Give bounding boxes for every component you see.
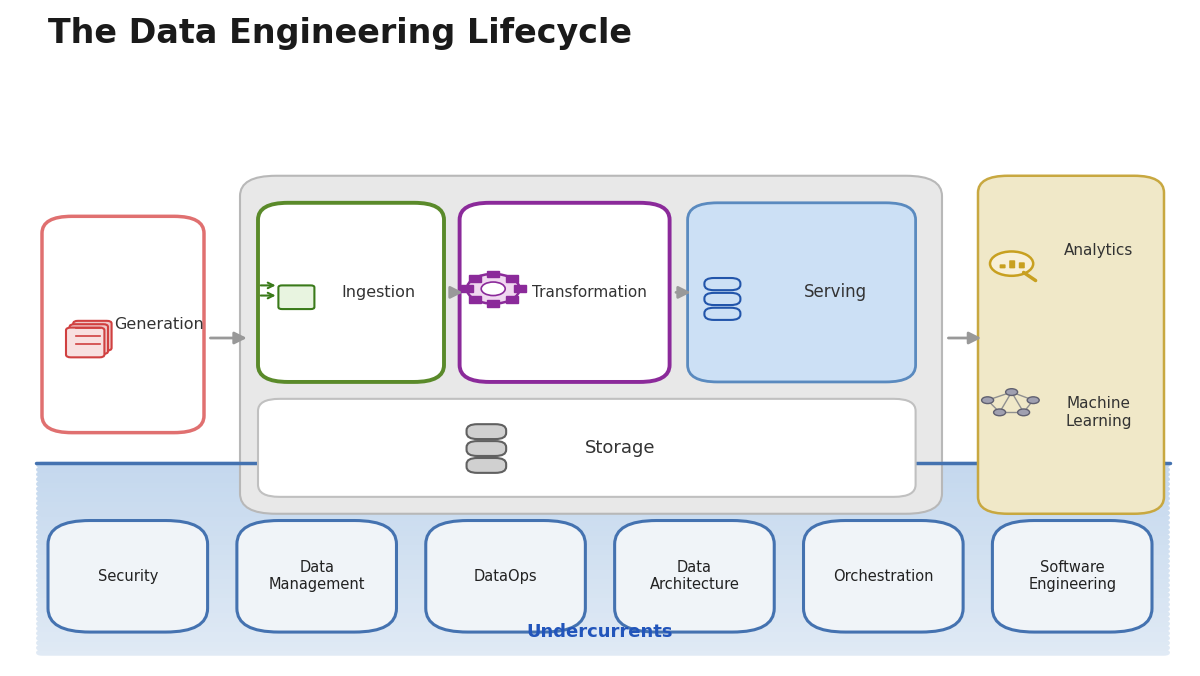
FancyBboxPatch shape <box>48 521 208 632</box>
FancyBboxPatch shape <box>1000 264 1006 268</box>
FancyBboxPatch shape <box>36 529 1170 535</box>
FancyBboxPatch shape <box>36 568 1170 574</box>
Bar <box>461 285 473 292</box>
FancyBboxPatch shape <box>978 176 1164 514</box>
Circle shape <box>1018 409 1030 416</box>
FancyBboxPatch shape <box>36 548 1170 554</box>
FancyBboxPatch shape <box>467 441 506 456</box>
Text: Generation: Generation <box>114 317 204 332</box>
FancyBboxPatch shape <box>66 328 104 358</box>
FancyBboxPatch shape <box>36 525 1170 531</box>
Bar <box>514 285 526 292</box>
Text: Data
Management: Data Management <box>269 560 365 592</box>
Bar <box>506 296 518 303</box>
FancyBboxPatch shape <box>36 505 1170 511</box>
Text: The Data Engineering Lifecycle: The Data Engineering Lifecycle <box>48 17 632 50</box>
FancyBboxPatch shape <box>36 606 1170 612</box>
Text: Security: Security <box>97 569 158 584</box>
Text: DataOps: DataOps <box>474 569 538 584</box>
FancyBboxPatch shape <box>804 521 964 632</box>
FancyBboxPatch shape <box>36 621 1170 627</box>
FancyBboxPatch shape <box>704 278 740 290</box>
Circle shape <box>481 282 505 295</box>
Text: Software
Engineering: Software Engineering <box>1028 560 1116 592</box>
FancyBboxPatch shape <box>240 176 942 514</box>
FancyBboxPatch shape <box>36 587 1170 593</box>
FancyBboxPatch shape <box>36 519 1170 526</box>
FancyBboxPatch shape <box>36 616 1170 622</box>
Circle shape <box>1006 389 1018 395</box>
Bar <box>506 275 518 282</box>
FancyBboxPatch shape <box>236 521 396 632</box>
FancyBboxPatch shape <box>36 635 1170 642</box>
Circle shape <box>1027 397 1039 404</box>
FancyBboxPatch shape <box>278 285 314 309</box>
FancyBboxPatch shape <box>36 630 1170 637</box>
FancyBboxPatch shape <box>36 577 1170 583</box>
Bar <box>487 300 499 307</box>
FancyBboxPatch shape <box>36 597 1170 603</box>
FancyBboxPatch shape <box>36 582 1170 588</box>
FancyBboxPatch shape <box>36 481 1170 487</box>
FancyBboxPatch shape <box>36 534 1170 540</box>
FancyBboxPatch shape <box>36 611 1170 617</box>
FancyBboxPatch shape <box>36 510 1170 516</box>
Text: Orchestration: Orchestration <box>833 569 934 584</box>
FancyBboxPatch shape <box>36 625 1170 631</box>
FancyBboxPatch shape <box>688 203 916 382</box>
Text: Analytics: Analytics <box>1064 243 1134 258</box>
FancyBboxPatch shape <box>36 539 1170 545</box>
Circle shape <box>467 274 520 304</box>
FancyBboxPatch shape <box>36 491 1170 497</box>
Text: Undercurrents: Undercurrents <box>527 623 673 641</box>
FancyBboxPatch shape <box>426 521 586 632</box>
Text: Machine
Learning: Machine Learning <box>1066 396 1132 429</box>
Text: Transformation: Transformation <box>533 285 647 300</box>
FancyBboxPatch shape <box>36 558 1170 564</box>
FancyBboxPatch shape <box>36 544 1170 550</box>
FancyBboxPatch shape <box>73 321 112 351</box>
Bar <box>468 296 480 303</box>
FancyBboxPatch shape <box>1019 262 1025 268</box>
FancyBboxPatch shape <box>36 514 1170 521</box>
Text: Ingestion: Ingestion <box>342 285 416 300</box>
FancyBboxPatch shape <box>258 399 916 497</box>
Text: Serving: Serving <box>804 283 868 301</box>
FancyBboxPatch shape <box>36 650 1170 656</box>
FancyBboxPatch shape <box>36 486 1170 492</box>
FancyBboxPatch shape <box>36 592 1170 598</box>
FancyBboxPatch shape <box>992 521 1152 632</box>
FancyBboxPatch shape <box>36 476 1170 483</box>
FancyBboxPatch shape <box>36 602 1170 608</box>
FancyBboxPatch shape <box>36 500 1170 506</box>
FancyBboxPatch shape <box>36 563 1170 569</box>
FancyBboxPatch shape <box>42 216 204 433</box>
Circle shape <box>982 397 994 404</box>
FancyBboxPatch shape <box>36 462 1170 468</box>
Bar <box>487 270 499 277</box>
FancyBboxPatch shape <box>36 496 1170 502</box>
FancyBboxPatch shape <box>36 640 1170 646</box>
FancyBboxPatch shape <box>36 645 1170 651</box>
FancyBboxPatch shape <box>70 324 108 354</box>
Bar <box>468 275 480 282</box>
FancyBboxPatch shape <box>36 471 1170 477</box>
FancyBboxPatch shape <box>467 425 506 439</box>
FancyBboxPatch shape <box>704 293 740 305</box>
FancyBboxPatch shape <box>258 203 444 382</box>
Circle shape <box>990 251 1033 276</box>
FancyBboxPatch shape <box>467 458 506 473</box>
Text: Data
Architecture: Data Architecture <box>649 560 739 592</box>
FancyBboxPatch shape <box>36 466 1170 473</box>
FancyBboxPatch shape <box>704 308 740 320</box>
FancyBboxPatch shape <box>36 573 1170 579</box>
Text: Storage: Storage <box>584 439 655 457</box>
FancyBboxPatch shape <box>460 203 670 382</box>
FancyBboxPatch shape <box>36 553 1170 560</box>
Circle shape <box>994 409 1006 416</box>
FancyBboxPatch shape <box>614 521 774 632</box>
FancyBboxPatch shape <box>1009 260 1015 268</box>
